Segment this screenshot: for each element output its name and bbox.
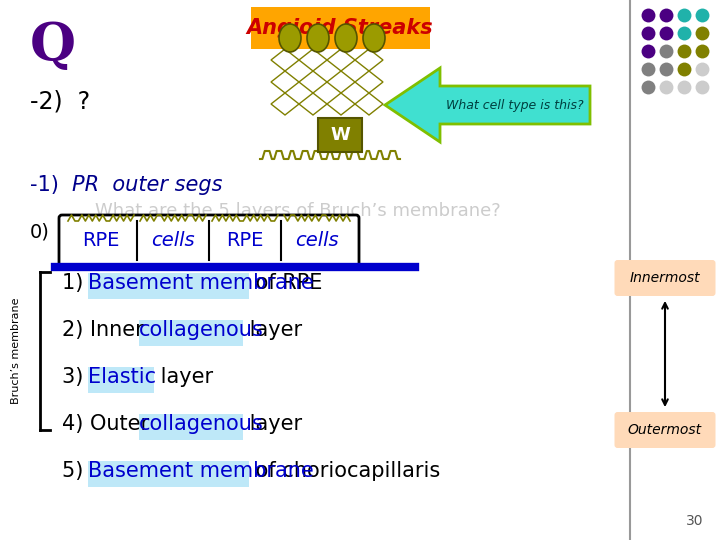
Text: Bruch’s membrane: Bruch’s membrane — [11, 298, 21, 404]
FancyBboxPatch shape — [614, 412, 716, 448]
Point — [642, 11, 654, 19]
FancyBboxPatch shape — [318, 118, 362, 152]
Text: Basement membrane: Basement membrane — [88, 461, 313, 481]
Text: cells: cells — [295, 231, 339, 250]
Ellipse shape — [307, 24, 329, 52]
Text: 5): 5) — [62, 461, 90, 481]
Point — [678, 46, 690, 55]
Text: of RPE: of RPE — [249, 273, 323, 293]
Point — [678, 29, 690, 37]
Text: Outermost: Outermost — [628, 423, 702, 437]
Text: collagenous: collagenous — [138, 414, 264, 434]
Text: RPE: RPE — [226, 231, 264, 250]
FancyBboxPatch shape — [88, 367, 154, 393]
Text: collagenous: collagenous — [138, 320, 264, 340]
Text: Angioid Streaks: Angioid Streaks — [247, 18, 433, 38]
Text: Basement membrane: Basement membrane — [88, 273, 313, 293]
Text: 0): 0) — [30, 222, 50, 241]
FancyBboxPatch shape — [88, 461, 249, 487]
Text: Innermost: Innermost — [630, 271, 701, 285]
Text: cells: cells — [151, 231, 195, 250]
FancyBboxPatch shape — [251, 7, 430, 49]
Point — [696, 11, 708, 19]
Point — [696, 29, 708, 37]
Point — [660, 65, 672, 73]
Text: -1): -1) — [30, 175, 59, 195]
Text: layer: layer — [154, 367, 213, 387]
Text: layer: layer — [243, 320, 302, 340]
Text: 2) Inner: 2) Inner — [62, 320, 150, 340]
Point — [642, 83, 654, 91]
Text: 30: 30 — [686, 514, 703, 528]
Text: What are the 5 layers of Bruch’s membrane?: What are the 5 layers of Bruch’s membran… — [95, 202, 500, 220]
Point — [642, 65, 654, 73]
FancyBboxPatch shape — [59, 215, 359, 266]
Text: 4) Outer: 4) Outer — [62, 414, 156, 434]
Text: W: W — [330, 126, 350, 144]
Ellipse shape — [335, 24, 357, 52]
Point — [696, 83, 708, 91]
Text: What cell type is this?: What cell type is this? — [446, 98, 584, 111]
Text: 3): 3) — [62, 367, 90, 387]
Point — [642, 46, 654, 55]
FancyBboxPatch shape — [138, 414, 243, 440]
Point — [678, 65, 690, 73]
Point — [678, 11, 690, 19]
Text: Q: Q — [30, 20, 76, 71]
Text: -2)  ?: -2) ? — [30, 90, 90, 114]
Text: layer: layer — [243, 414, 302, 434]
Ellipse shape — [279, 24, 301, 52]
Point — [660, 83, 672, 91]
Ellipse shape — [363, 24, 385, 52]
Polygon shape — [385, 68, 590, 142]
Text: PR  outer segs: PR outer segs — [72, 175, 222, 195]
Text: Elastic: Elastic — [88, 367, 156, 387]
Point — [696, 65, 708, 73]
FancyBboxPatch shape — [614, 260, 716, 296]
FancyBboxPatch shape — [88, 273, 249, 299]
Point — [642, 29, 654, 37]
Point — [660, 46, 672, 55]
Point — [696, 46, 708, 55]
Point — [660, 11, 672, 19]
FancyBboxPatch shape — [138, 320, 243, 346]
Point — [678, 83, 690, 91]
Text: RPE: RPE — [82, 231, 120, 250]
Text: of choriocapillaris: of choriocapillaris — [249, 461, 440, 481]
Point — [660, 29, 672, 37]
Text: 1): 1) — [62, 273, 90, 293]
